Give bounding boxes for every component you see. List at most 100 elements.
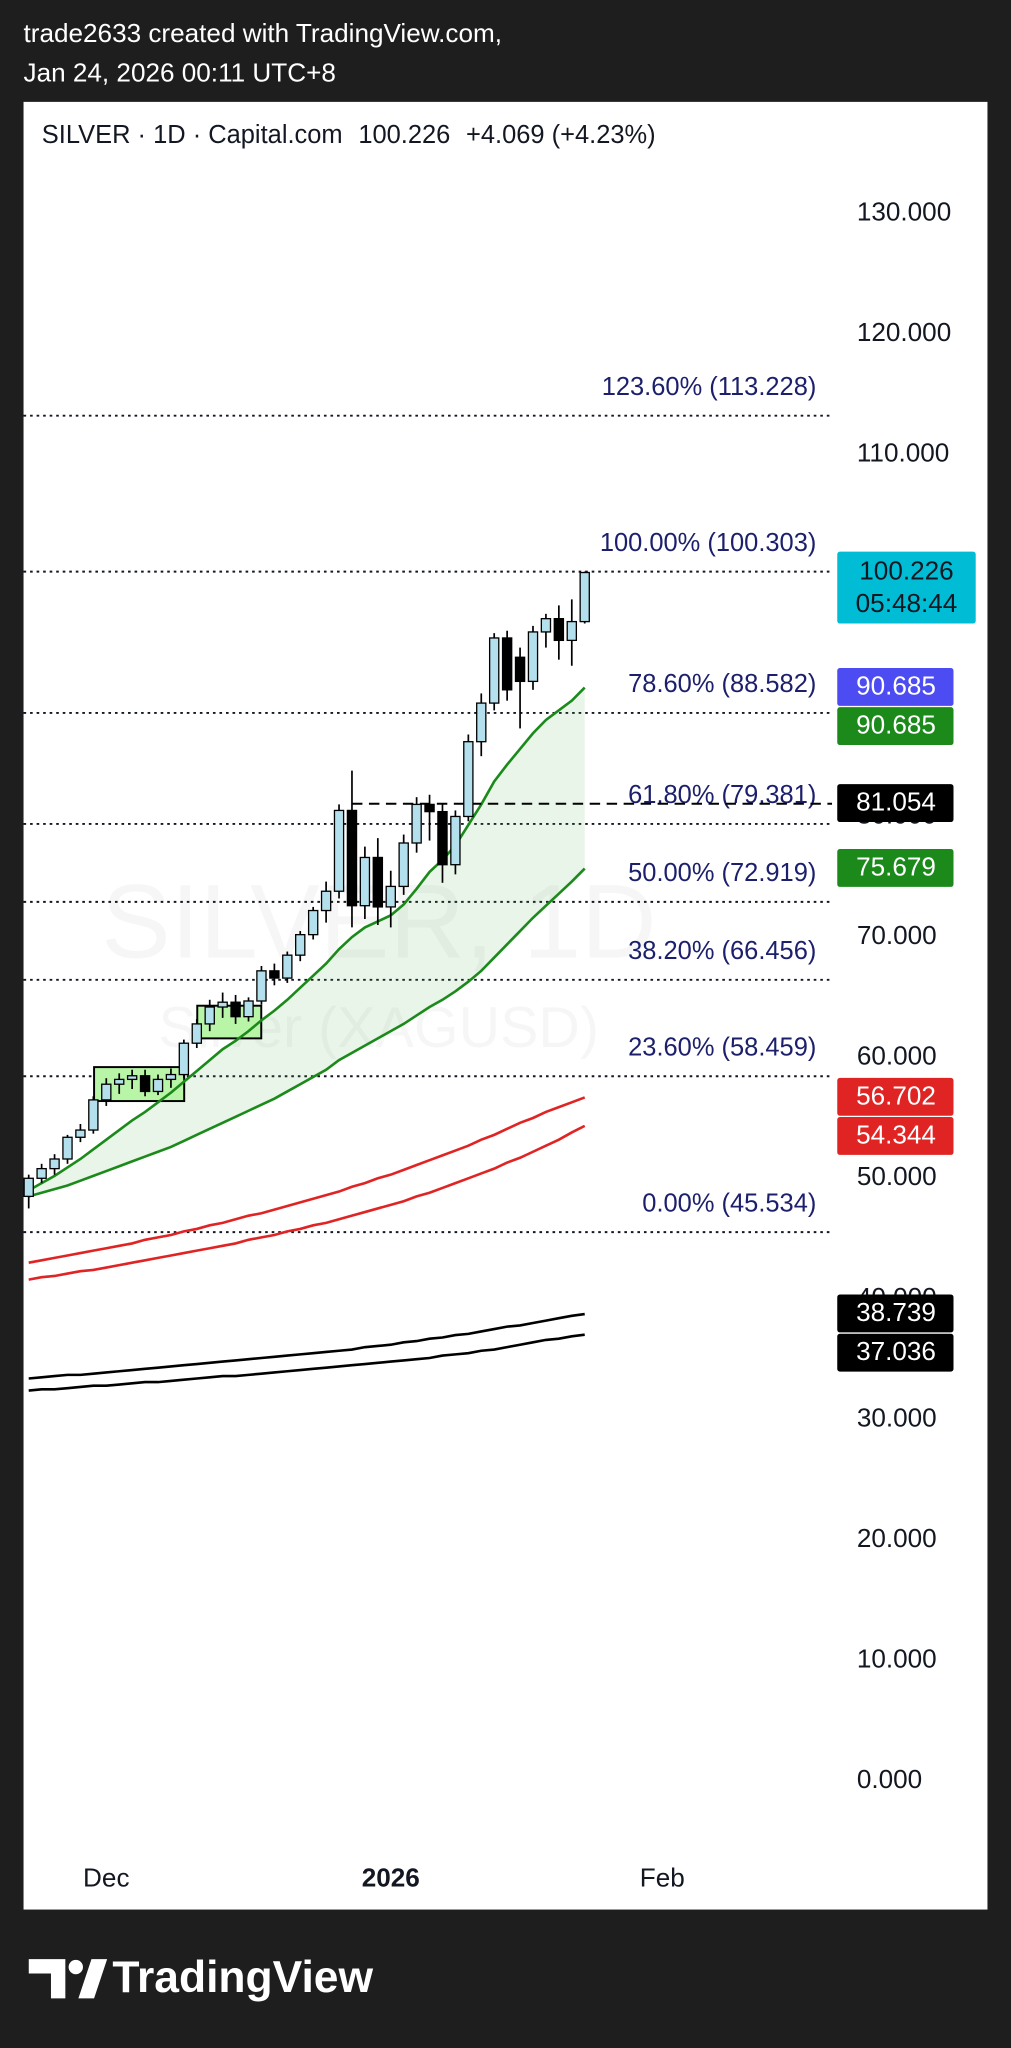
change: +4.069 (+4.23%): [466, 121, 656, 149]
price-badge-label: 54.344: [856, 1120, 936, 1150]
price-badge-label: 81.054: [856, 787, 936, 817]
y-tick-label: 0.000: [857, 1764, 922, 1794]
candle-body: [23, 1177, 34, 1198]
ma-line: [28, 1333, 585, 1392]
candle-body: [165, 1073, 177, 1081]
candle-body: [113, 1078, 125, 1085]
candle-body: [424, 803, 435, 813]
candle-body: [256, 970, 267, 1002]
logo-icon: [28, 1959, 66, 1999]
candle-body: [488, 637, 500, 704]
fib-label: 78.60% (88.582): [628, 670, 816, 698]
candle-body: [566, 620, 578, 642]
candle-body: [540, 618, 552, 633]
candle-body: [243, 1000, 254, 1018]
chart-panel: [23, 101, 988, 1910]
candle-body: [450, 815, 461, 866]
fib-label: 100.00% (100.303): [600, 529, 817, 557]
last-price-label: 100.226: [859, 555, 953, 585]
candle-body: [204, 1006, 215, 1025]
y-tick-label: 10.000: [857, 1644, 937, 1674]
candle-body: [88, 1099, 99, 1131]
candle-body: [514, 656, 526, 683]
candle-body: [398, 842, 409, 888]
candle-body: [527, 631, 539, 683]
candle-body: [320, 890, 332, 912]
candle-body: [359, 856, 371, 907]
last-price: 100.226: [358, 121, 450, 149]
price-badge-label: 37.036: [856, 1336, 936, 1366]
price-badge-label: 56.702: [856, 1080, 936, 1110]
ma-line: [28, 867, 586, 1198]
y-tick-label: 30.000: [857, 1402, 937, 1432]
candle-body: [463, 741, 474, 818]
price-badge: [837, 848, 954, 887]
y-tick-label: 130.000: [857, 196, 951, 226]
price-badge: [837, 1333, 954, 1372]
symbol: SILVER · 1D · Capital.com: [42, 121, 343, 149]
price-badge: [837, 1077, 954, 1116]
fib-label: 61.80% (79.381): [628, 781, 816, 809]
candle-body: [191, 1023, 203, 1044]
candle-body: [333, 809, 345, 892]
candle-body: [217, 1001, 228, 1008]
legend: SILVER · 1D · Capital.com 100.226 +4.069 (…: [42, 121, 656, 149]
price-badge: [837, 707, 954, 746]
candle-body: [501, 637, 513, 691]
ma-line: [28, 686, 586, 1192]
candle-body: [346, 809, 358, 907]
candle-body: [75, 1129, 86, 1138]
price-badge-label: 90.685: [856, 710, 936, 740]
candle-body: [178, 1042, 190, 1076]
brand: TradingView: [112, 1953, 373, 2002]
candle-body: [152, 1078, 164, 1093]
price-badge-label: 38.739: [856, 1297, 936, 1327]
price-badge-label: 90.685: [856, 670, 936, 700]
candle-body: [36, 1167, 47, 1179]
x-tick-label: Dec: [83, 1862, 129, 1892]
price-badge: [837, 784, 954, 823]
candle-body: [579, 571, 590, 623]
candle-body: [230, 1001, 241, 1018]
candle-body: [295, 934, 306, 956]
logo-icon: [68, 1959, 83, 1975]
candle-body: [49, 1158, 60, 1170]
y-tick-label: 120.000: [857, 317, 951, 347]
header-line: Jan 24, 2026 00:11 UTC+8: [24, 57, 336, 87]
price-badge: [837, 1294, 954, 1333]
y-tick-label: 50.000: [857, 1161, 937, 1191]
fib-label: 38.20% (66.456): [628, 937, 816, 965]
ma-line: [28, 1312, 585, 1380]
header-line: trade2633 created with TradingView.com,: [24, 18, 502, 48]
candle-body: [385, 885, 396, 908]
last-price-badge: [837, 551, 976, 624]
candle-body: [101, 1083, 112, 1101]
candle-body: [126, 1075, 138, 1081]
logo-icon: [78, 1959, 108, 1999]
candle-body: [411, 803, 422, 844]
y-tick-label: 20.000: [857, 1523, 937, 1553]
candle-body: [139, 1075, 151, 1093]
fib-label: 0.00% (45.534): [642, 1189, 816, 1217]
fib-label: 50.00% (72.919): [628, 859, 816, 887]
candle-body: [476, 702, 487, 743]
y-tick-label: 60.000: [857, 1041, 937, 1071]
fib-label: 23.60% (58.459): [628, 1034, 816, 1062]
ma-line: [28, 1096, 586, 1264]
fib-label: 123.60% (113.228): [602, 373, 817, 401]
candle-body: [553, 618, 565, 642]
x-tick-label: 2026: [362, 1862, 420, 1892]
y-tick-label: 70.000: [857, 920, 937, 950]
candle-body: [282, 954, 293, 979]
x-tick-label: Feb: [640, 1862, 685, 1892]
candle-body: [437, 810, 448, 866]
price-badge: [837, 1117, 954, 1155]
ma-line: [28, 1124, 586, 1281]
logo: TradingView: [28, 1953, 373, 2002]
price-badge-label: 75.679: [856, 851, 936, 881]
candle-body: [372, 856, 384, 908]
price-badge: [837, 668, 954, 706]
